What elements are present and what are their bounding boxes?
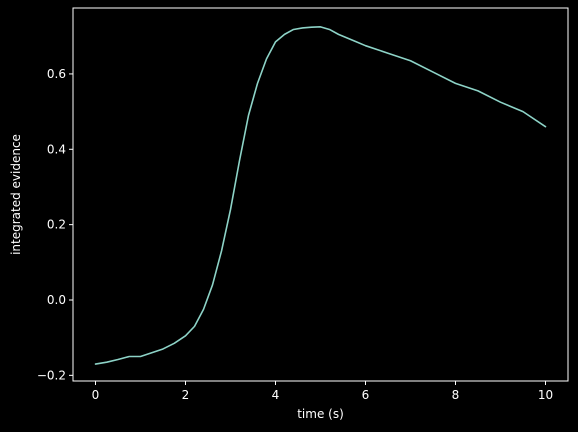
plot-area — [94, 26, 547, 365]
x-tick-label: 0 — [92, 388, 100, 402]
y-tick-label: 0.0 — [47, 293, 66, 307]
x-tick-label: 4 — [272, 388, 280, 402]
y-tick-label: 0.2 — [47, 218, 66, 232]
y-axis-ticks: −0.2 0.0 0.2 0.4 0.6 — [37, 67, 73, 382]
y-tick-label: 0.4 — [47, 142, 66, 156]
x-axis-label: time (s) — [297, 407, 344, 421]
y-tick-label: −0.2 — [37, 368, 66, 382]
x-tick-label: 8 — [452, 388, 460, 402]
series-line — [94, 26, 547, 365]
y-tick-label: 0.6 — [47, 67, 66, 81]
x-tick-label: 10 — [538, 388, 553, 402]
x-tick-label: 2 — [182, 388, 190, 402]
x-tick-label: 6 — [362, 388, 370, 402]
y-axis-label: integrated evidence — [9, 134, 23, 255]
axes-frame — [72, 7, 569, 382]
x-axis-ticks: 0 2 4 6 8 10 — [92, 381, 553, 402]
